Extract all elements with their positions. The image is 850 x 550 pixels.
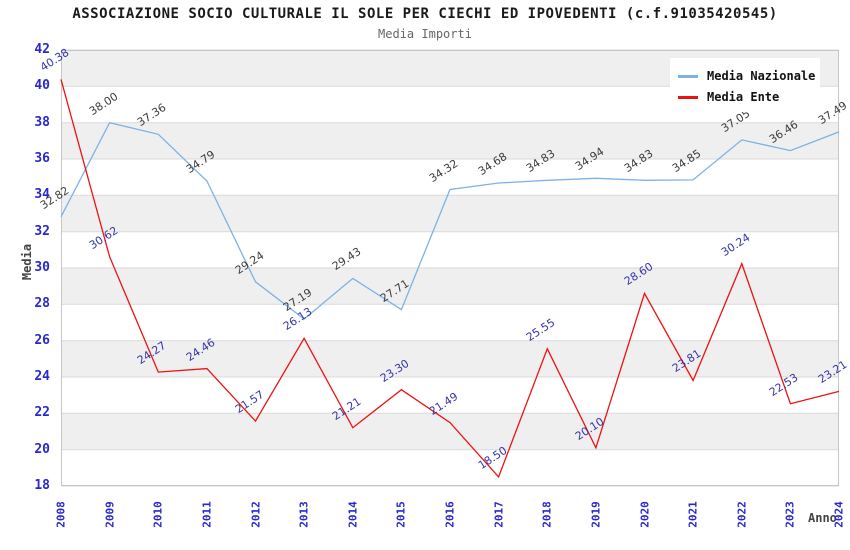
plot-band: [61, 304, 839, 341]
plot-band: [61, 340, 839, 377]
series-line-media-ente: [60, 79, 840, 479]
plot-border: [61, 50, 839, 486]
plot-band: [61, 195, 839, 232]
plot-band: [61, 449, 839, 486]
legend-label-media-nazionale: Media Nazionale: [707, 69, 816, 83]
plot-band: [61, 413, 839, 450]
plot-band: [61, 231, 839, 268]
legend-label-media-ente: Media Ente: [707, 90, 780, 104]
plot-band: [61, 377, 839, 414]
legend-swatch-blue-line-icon: [678, 74, 698, 78]
legend: Media Nazionale Media Ente: [670, 58, 820, 112]
legend-item-media-nazionale: Media Nazionale: [678, 69, 815, 83]
plot-band: [61, 122, 839, 159]
legend-swatch-red-line-icon: [678, 95, 698, 99]
chart-title: ASSOCIAZIONE SOCIO CULTURALE IL SOLE PER…: [72, 6, 778, 22]
plot-band: [61, 268, 839, 305]
chart-subtitle: Media Importi: [378, 27, 472, 41]
legend-item-media-ente: Media Ente: [678, 90, 810, 104]
series-line-media-nazionale: [60, 121, 840, 320]
